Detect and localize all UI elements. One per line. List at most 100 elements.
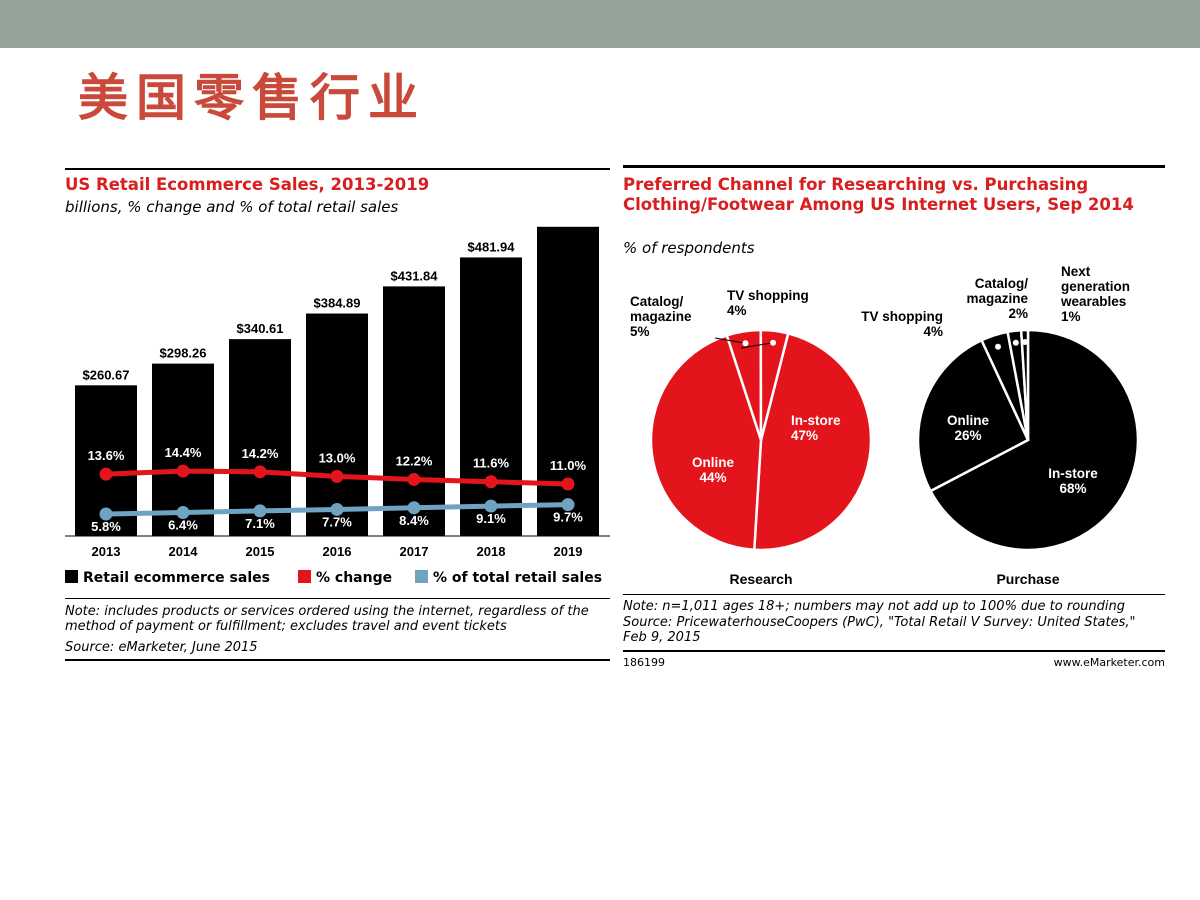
change-label: 13.0% (319, 450, 356, 465)
bar-2018 (460, 257, 522, 536)
share-label: 6.4% (168, 518, 198, 533)
bar-chart-note: Note: includes products or services orde… (65, 604, 589, 634)
pie-slice-research-3 (759, 328, 790, 441)
change-label: 11.0% (550, 458, 587, 473)
leader-line (740, 342, 774, 349)
note-rule-right (623, 594, 1165, 595)
change-label: 11.6% (473, 456, 510, 471)
change-point (253, 465, 267, 479)
pie-label: In-store 47% (791, 413, 841, 443)
change-point (176, 464, 190, 478)
change-point (407, 472, 421, 486)
pie-slice-purchase-1 (916, 338, 1030, 493)
pie-label: Online 26% (947, 413, 989, 443)
share-label: 7.7% (322, 514, 352, 529)
pie-name-research: Research (729, 571, 792, 587)
x-tick-label: 2018 (477, 544, 506, 559)
legend-label-sales: Retail ecommerce sales (83, 570, 270, 586)
bar-chart-legend: Retail ecommerce sales % change % of tot… (65, 570, 610, 590)
legend-swatch-share (415, 570, 428, 583)
share-point (407, 501, 421, 515)
leader-dot (1021, 339, 1028, 346)
legend-swatch-sales (65, 570, 78, 583)
bar-chart-title: US Retail Ecommerce Sales, 2013-2019 (65, 175, 430, 194)
share-point (99, 507, 113, 521)
pie-chart-note: Note: n=1,011 ages 18+; numbers may not … (623, 599, 1125, 614)
bar-2015 (229, 339, 291, 536)
change-point (330, 469, 344, 483)
share-point (330, 502, 344, 516)
share-point (484, 499, 498, 513)
change-label: 13.6% (88, 448, 125, 463)
x-tick-label: 2017 (400, 544, 429, 559)
top-bar (0, 0, 1200, 48)
change-label: 14.2% (242, 446, 279, 461)
pie-slice-purchase-4 (1019, 328, 1030, 441)
pie-label: Catalog/magazine 5% (630, 294, 692, 339)
legend-item-sales: Retail ecommerce sales (65, 570, 270, 586)
pie-chart-source: Source: PricewaterhouseCoopers (PwC), "T… (623, 615, 1136, 645)
change-point (99, 467, 113, 481)
top-rule-right (623, 165, 1165, 168)
pie-label: Catalog/magazine 2% (966, 276, 1028, 321)
bar-value-label: $298.26 (160, 346, 207, 361)
channel-chart-panel: Preferred Channel for Researching vs. Pu… (623, 165, 1165, 675)
legend-swatch-change (298, 570, 311, 583)
change-point (561, 477, 575, 491)
x-tick-label: 2019 (554, 544, 583, 559)
change-label: 12.2% (396, 453, 433, 468)
leader-dot (770, 339, 777, 346)
footer-id: 186199 (623, 656, 665, 669)
legend-item-share: % of total retail sales (415, 570, 602, 586)
ecommerce-chart-panel: US Retail Ecommerce Sales, 2013-2019 bil… (65, 168, 610, 661)
x-tick-label: 2014 (169, 544, 199, 559)
change-point (484, 475, 498, 489)
bar-2016 (306, 313, 368, 536)
share-label: 8.4% (399, 513, 429, 528)
bar-value-label: $260.67 (83, 367, 130, 382)
bar-value-label: $340.61 (237, 321, 284, 336)
pie-label: TV shopping 4% (861, 309, 943, 339)
bar-value-label: $384.89 (314, 296, 361, 311)
bar-value-label: $431.84 (391, 268, 439, 283)
top-rule (65, 168, 610, 170)
leader-line (714, 337, 746, 344)
pie-slice-research-1 (649, 333, 763, 552)
bar-value-label: $481.94 (468, 239, 516, 254)
bar-chart-source: Source: eMarketer, June 2015 (65, 640, 258, 655)
pie-label: TV shopping 4% (727, 288, 809, 318)
pie-charts: In-store 47% Online 44% Catalog/magazine 5% TV… (630, 264, 1140, 587)
share-point (176, 506, 190, 520)
legend-label-change: % change (316, 570, 393, 586)
x-tick-label: 2016 (323, 544, 352, 559)
pie-chart-subtitle: % of respondents (623, 239, 755, 257)
legend-label-share: % of total retail sales (433, 570, 603, 586)
legend-item-change: % change (298, 570, 392, 586)
footer-site: www.eMarketer.com (1053, 656, 1165, 669)
share-point (253, 504, 267, 518)
share-label: 9.1% (476, 511, 506, 526)
pie-label: Next generation wearables 1% (1060, 264, 1130, 324)
note-rule (65, 598, 610, 599)
bar-2017 (383, 286, 445, 536)
pie-name-purchase: Purchase (996, 571, 1059, 587)
share-label: 9.7% (553, 510, 583, 525)
leader-dot (995, 343, 1002, 350)
share-point (561, 498, 575, 512)
leader-dot (1012, 339, 1019, 346)
pie-slice-purchase-0 (928, 328, 1140, 552)
change-label: 14.4% (165, 445, 202, 460)
leader-dot (742, 340, 749, 347)
x-tick-label: 2015 (246, 544, 275, 559)
pie-label: Online 44% (692, 455, 734, 485)
share-label: 7.1% (245, 516, 275, 531)
bar-chart-subtitle: billions, % change and % of total retail… (65, 198, 399, 216)
share-label: 5.8% (91, 519, 121, 534)
pie-chart-title: Preferred Channel for Researching vs. Pu… (623, 175, 1134, 214)
bar-chart: $260.67 2013 $298.26 2014 $340.61 2015 $384.89… (65, 226, 610, 559)
bottom-rule (65, 659, 610, 661)
pie-slice-research-0 (752, 331, 873, 552)
bottom-rule-right (623, 650, 1165, 652)
pie-label: In-store 68% (1048, 466, 1098, 496)
slide-title: 美国零售行业 (78, 68, 426, 127)
